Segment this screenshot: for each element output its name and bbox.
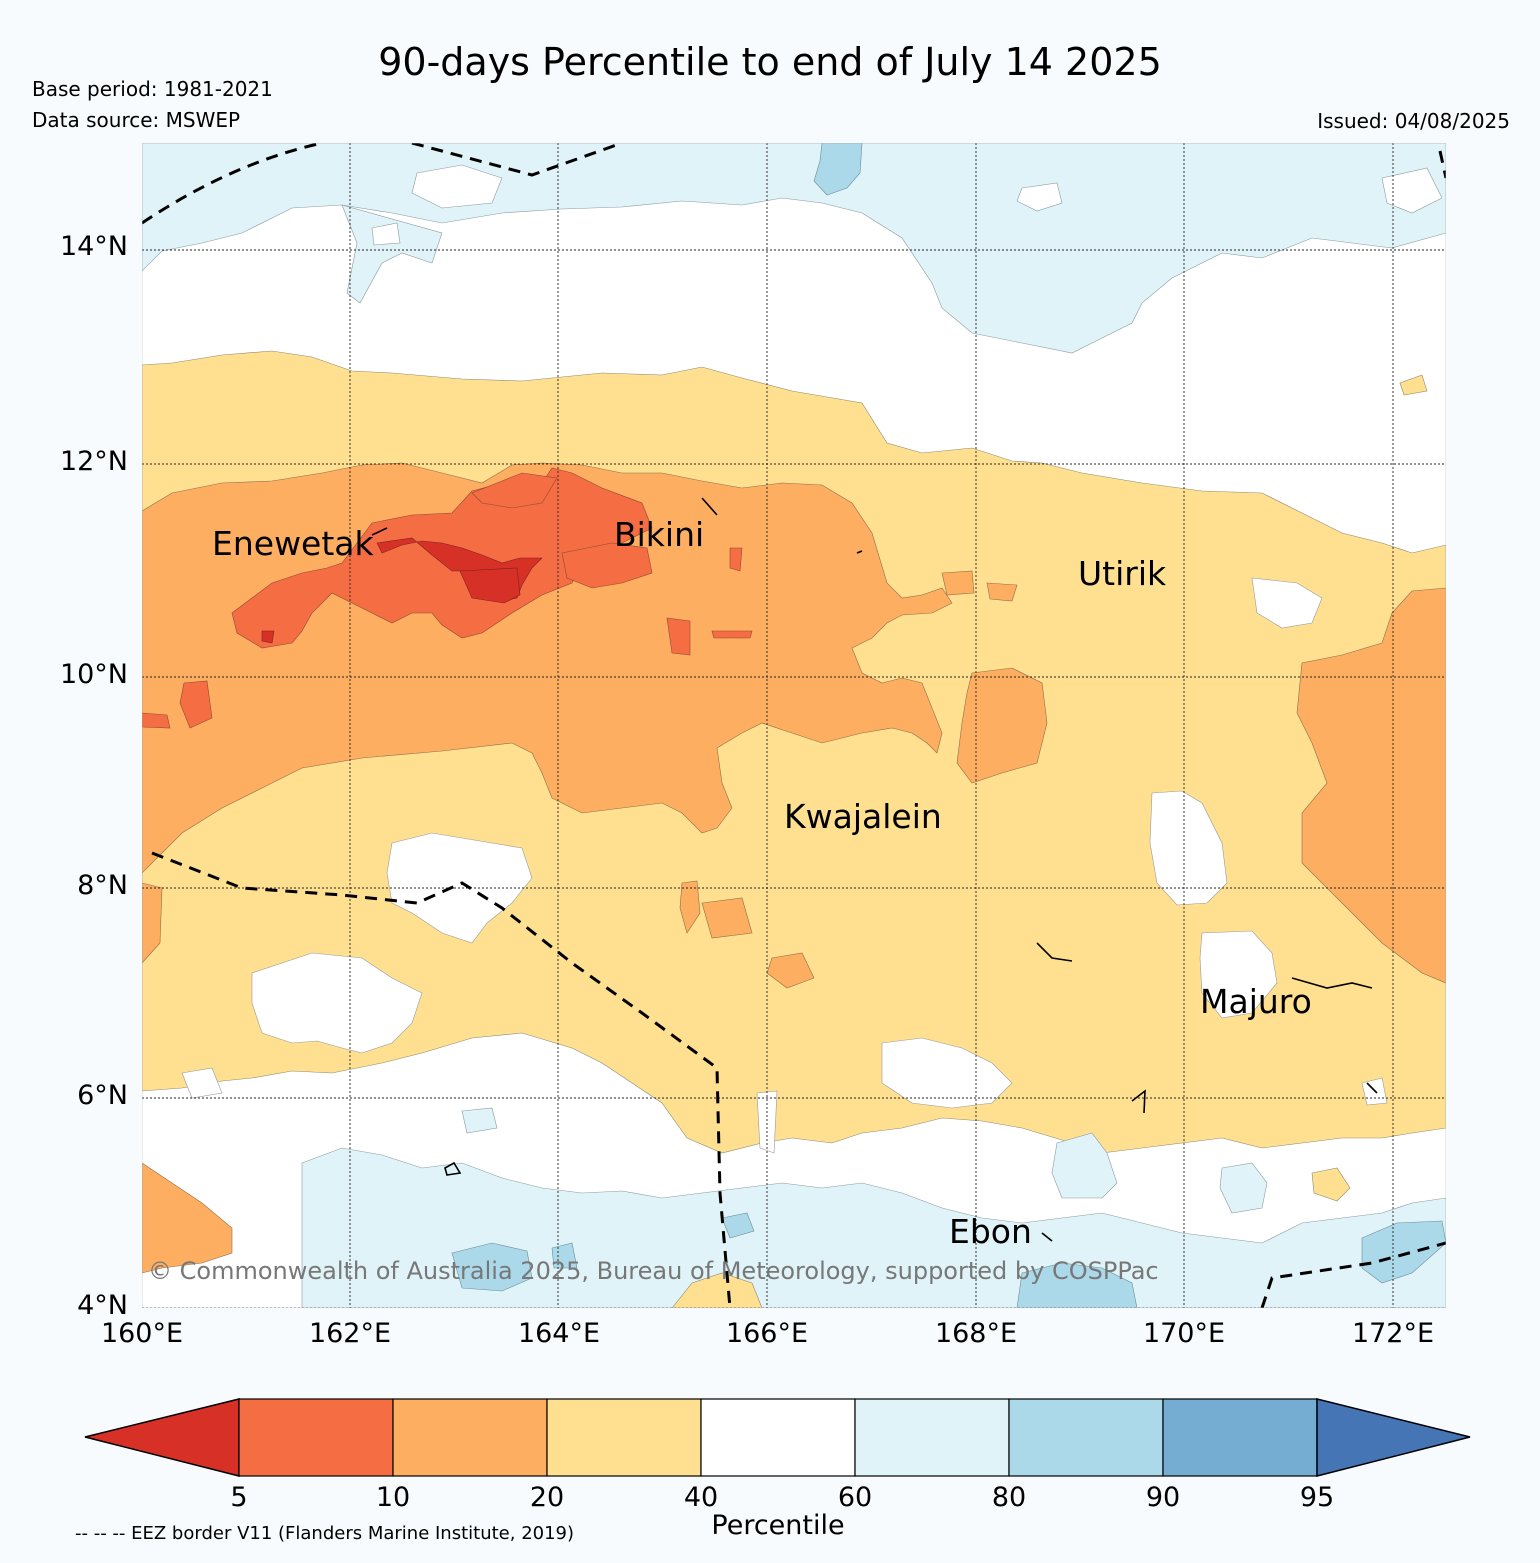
colorbar (84, 1398, 1471, 1477)
lat-label-12n: 12°N (59, 446, 128, 477)
lat-label-14n: 14°N (59, 231, 128, 262)
region-80-90-south (1016, 1262, 1138, 1308)
region-10-20-central (956, 667, 1048, 784)
cbar-extend-low (84, 1398, 240, 1477)
eez-border (142, 143, 1446, 1308)
base-period: Base period: 1981-2021 (32, 77, 273, 101)
place-majuro: Majuro (1200, 982, 1312, 1021)
graticule (142, 143, 1446, 1308)
issued-date: Issued: 04/08/2025 (1317, 109, 1510, 133)
lon-label-166e: 166°E (725, 1318, 809, 1349)
region-40-60-south (251, 952, 423, 1054)
region-60-80-north-lobe (341, 204, 443, 304)
cbar-tick: 60 (837, 1482, 873, 1513)
cbar-tick: 5 (230, 1482, 248, 1513)
lon-label-170e: 170°E (1142, 1318, 1226, 1349)
lat-label-10n: 10°N (59, 659, 128, 690)
map-title: 90-days Percentile to end of July 14 202… (378, 40, 1162, 84)
cbar-tick: 95 (1299, 1482, 1335, 1513)
region-60-80-south (301, 1147, 1446, 1308)
place-bikini: Bikini (614, 515, 704, 554)
lat-label-4n: 4°N (77, 1290, 128, 1321)
data-source: Data source: MSWEP (32, 108, 241, 132)
lon-label-164e: 164°E (517, 1318, 601, 1349)
cbar-segment (854, 1398, 1010, 1477)
cbar-segment (392, 1398, 548, 1477)
lat-label-8n: 8°N (77, 870, 128, 901)
place-enewetak: Enewetak (212, 524, 375, 563)
lon-label-160e: 160°E (100, 1318, 184, 1349)
cbar-tick: 40 (683, 1482, 719, 1513)
place-utirik: Utirik (1078, 554, 1167, 593)
eez-note: -- -- -- EEZ border V11 (Flanders Marine… (75, 1523, 575, 1544)
cbar-tick: 20 (529, 1482, 565, 1513)
cbar-extend-high (1316, 1398, 1471, 1477)
place-kwajalein: Kwajalein (784, 797, 942, 836)
percentile-map: Enewetak Bikini Utirik Kwajalein Majuro … (142, 143, 1446, 1308)
cbar-segment (700, 1398, 856, 1477)
lon-label-172e: 172°E (1351, 1318, 1435, 1349)
atoll-outlines (371, 497, 1378, 1242)
cbar-segment (546, 1398, 702, 1477)
region-80-90-north (813, 143, 863, 196)
cbar-tick: 80 (991, 1482, 1027, 1513)
region-10-20-east (1296, 587, 1446, 984)
lat-label-6n: 6°N (77, 1080, 128, 1111)
lon-label-162e: 162°E (308, 1318, 392, 1349)
cbar-tick: 90 (1145, 1482, 1181, 1513)
cbar-segment (238, 1398, 394, 1477)
copyright-notice: © Commonwealth of Australia 2025, Bureau… (148, 1257, 1159, 1285)
cbar-segment (1162, 1398, 1318, 1477)
cbar-tick: 10 (375, 1482, 411, 1513)
lon-label-168e: 168°E (934, 1318, 1018, 1349)
place-ebon: Ebon (949, 1212, 1032, 1251)
colorbar-label: Percentile (711, 1510, 845, 1541)
cbar-segment (1008, 1398, 1164, 1477)
